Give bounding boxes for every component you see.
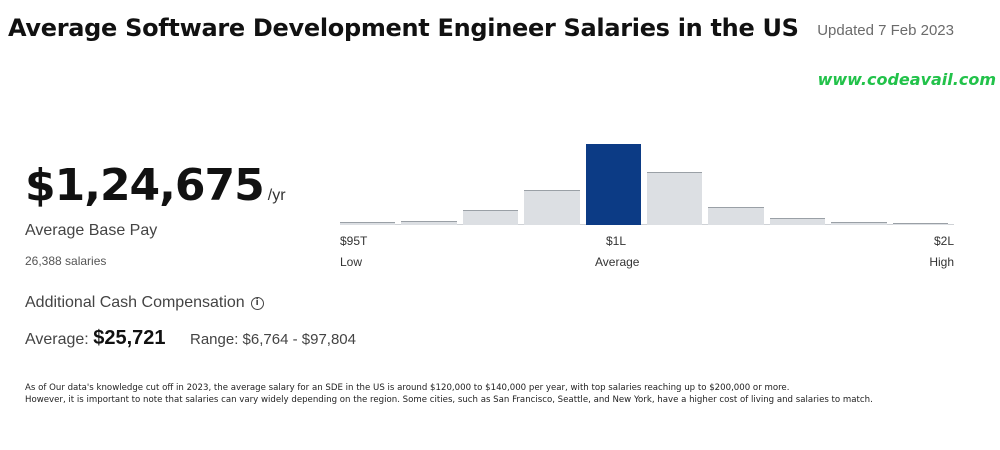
histogram-bar-6 — [647, 172, 703, 225]
histogram-bar-2 — [401, 221, 457, 225]
additional-cash-range-row: Range: $6,764 - $97,804 — [190, 331, 356, 348]
footnote-line-2: However, it is important to note that sa… — [25, 394, 873, 405]
salary-count: 26,388 salaries — [25, 254, 107, 268]
range-label: Range: — [190, 331, 239, 348]
page-title: Average Software Development Engineer Sa… — [8, 14, 799, 42]
histogram-bar-1 — [340, 222, 396, 225]
info-icon[interactable]: i — [250, 297, 264, 310]
watermark-url: www.codeavail.com — [817, 70, 996, 89]
histogram-bar-5 — [585, 144, 641, 225]
additional-cash-title-row: Additional Cash Compensation i — [25, 294, 264, 312]
base-pay-unit: /yr — [267, 187, 286, 204]
footnote-line-1: As of Our data's knowledge cut off in 20… — [25, 383, 790, 393]
updated-date: Updated 7 Feb 2023 — [817, 22, 954, 39]
average-value: $25,721 — [93, 327, 166, 349]
histogram-bar-9 — [831, 222, 887, 225]
histogram-high-value: $2L — [933, 234, 954, 248]
histogram-high-caption: High — [929, 255, 954, 269]
histogram-bar-10 — [892, 223, 948, 225]
histogram-average-value: $1L — [606, 234, 627, 248]
additional-cash-title: Additional Cash Compensation — [25, 294, 245, 311]
base-pay-amount: $1,24,675 — [25, 160, 265, 211]
histogram-low-value: $95T — [340, 234, 368, 248]
base-pay-label: Average Base Pay — [25, 222, 158, 239]
base-pay-amount-row: $1,24,675/yr — [25, 160, 286, 211]
histogram-bar-8 — [769, 218, 826, 225]
salary-histogram — [340, 120, 954, 225]
footnote: As of Our data's knowledge cut off in 20… — [25, 383, 873, 406]
additional-cash-average-row: Average: $25,721 — [25, 327, 166, 350]
histogram-bar-7 — [708, 207, 764, 225]
histogram-bar-3 — [462, 210, 519, 225]
range-value: $6,764 - $97,804 — [242, 331, 356, 348]
histogram-average-caption: Average — [595, 255, 640, 269]
histogram-low-caption: Low — [340, 255, 363, 269]
histogram-bar-4 — [524, 190, 580, 225]
average-label: Average: — [25, 331, 89, 348]
